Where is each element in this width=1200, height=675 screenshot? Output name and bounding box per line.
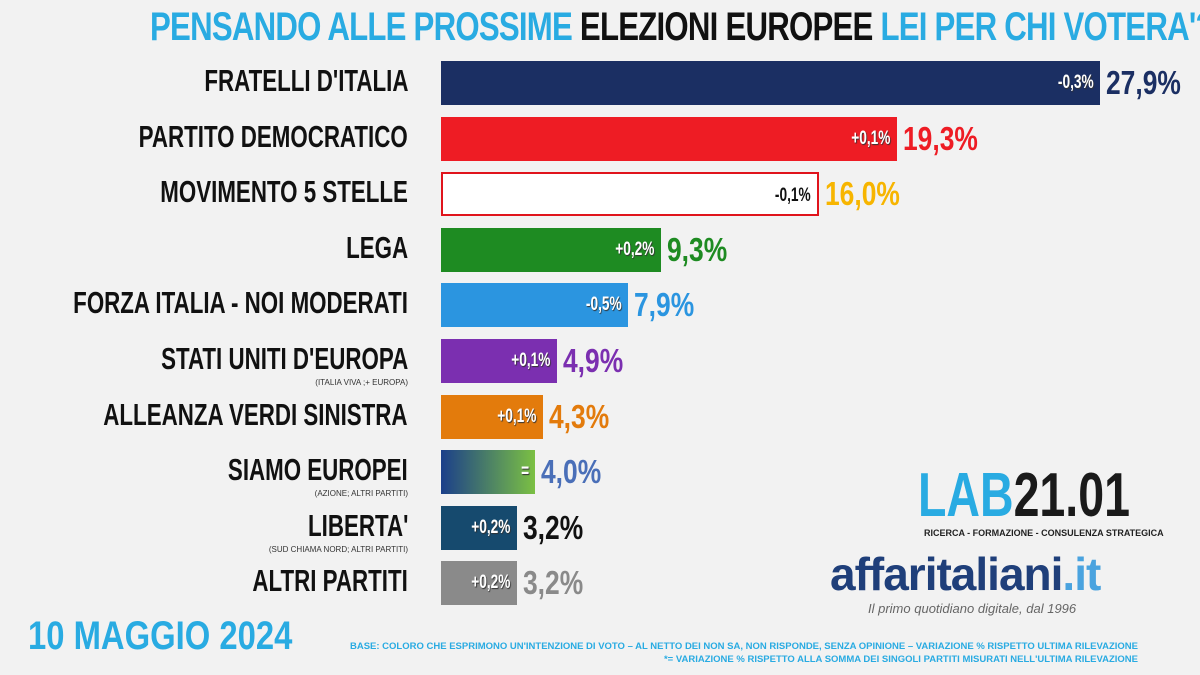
chart-title: PENSANDO ALLE PROSSIME ELEZIONI EUROPEE … [0,4,1200,50]
value-label: 9,3% [666,230,727,268]
category-name: LIBERTA' [307,507,408,543]
category-name: MOVIMENTO 5 STELLE [160,174,408,210]
category-label: FRATELLI D'ITALIA [125,64,408,104]
bar: +0,1% [441,339,557,383]
category-label: MOVIMENTO 5 STELLE [64,175,408,215]
category-label: PARTITO DEMOCRATICO [34,118,408,160]
value-label: 4,3% [548,397,609,435]
bar: -0,1% [441,172,819,217]
title-part-1: PENSANDO ALLE PROSSIME [150,5,573,49]
value-label: 16,0% [824,175,900,213]
change-label: -0,5% [585,294,622,316]
change-label: +0,1% [511,350,551,371]
category-subtitle: (AZIONE; ALTRI PARTITI) [314,489,408,499]
lab2101-logo: LAB21.01 [918,461,1130,530]
bar: +0,1% [441,394,543,439]
bar: = [441,450,536,495]
affaritaliani-tagline: Il primo quotidiano digitale, dal 1996 [868,601,1077,616]
category-name: SIAMO EUROPEI [228,452,408,488]
category-name: PARTITO DEMOCRATICO [138,118,408,154]
change-label: +0,2% [471,516,511,538]
category-name: FRATELLI D'ITALIA [203,63,408,98]
value-label: 3,2% [522,564,583,602]
change-label: -0,3% [1058,72,1094,93]
title-part-2: ELEZIONI EUROPEE [579,5,873,49]
category-label: ALTRI PARTITI [192,564,408,604]
category-label: LEGA [322,229,408,271]
value-label: 7,9% [633,286,694,324]
category-name: ALTRI PARTITI [252,563,408,599]
change-label: +0,2% [471,572,511,594]
bar: +0,1% [441,116,897,161]
change-label: -0,1% [775,185,811,207]
footnote-variation: *= VARIAZIONE % RISPETTO ALLA SOMMA DEI … [663,654,1138,665]
lab2101-tagline: RICERCA - FORMAZIONE - CONSULENZA STRATE… [924,528,1164,538]
value-label: 27,9% [1106,64,1181,101]
survey-date: 10 MAGGIO 2024 [28,614,293,658]
title-part-3: LEI PER CHI VOTERA'? [880,5,1200,49]
category-name: LEGA [345,229,408,265]
category-label: LIBERTA' (SUD CHIAMA NORD; ALTRI PARTITI) [269,507,408,554]
category-name: ALLEANZA VERDI SINISTRA [103,396,408,432]
bar: -0,5% [441,283,628,328]
value-label: 19,3% [902,119,978,157]
bar: +0,2% [441,561,517,606]
value-label: 4,9% [562,342,623,379]
category-name: FORZA ITALIA - NOI MODERATI [73,285,408,321]
category-label: ALLEANZA VERDI SINISTRA [0,396,408,438]
value-label: 4,0% [541,453,602,491]
category-label: SIAMO EUROPEI (AZIONE; ALTRI PARTITI) [158,452,408,499]
category-subtitle: (ITALIA VIVA ;+ EUROPA) [315,378,408,387]
bar: +0,2% [441,505,517,550]
category-name: STATI UNITI D'EUROPA [160,341,408,376]
category-subtitle: (SUD CHIAMA NORD; ALTRI PARTITI) [268,544,408,554]
change-label: +0,2% [615,238,655,260]
footnote-base: BASE: COLORO CHE ESPRIMONO UN'INTENZIONE… [349,641,1138,652]
change-label: +0,1% [497,405,537,427]
bar: +0,2% [441,227,661,272]
bar: -0,3% [441,61,1100,105]
change-label: = [521,461,530,483]
value-label: 3,2% [522,508,583,546]
category-label: STATI UNITI D'EUROPA (ITALIA VIVA ;+ EURO… [65,341,408,388]
affaritaliani-logo: affaritaliani.it [830,548,1101,600]
change-label: +0,1% [851,127,891,149]
category-label: FORZA ITALIA - NOI MODERATI [0,286,408,326]
